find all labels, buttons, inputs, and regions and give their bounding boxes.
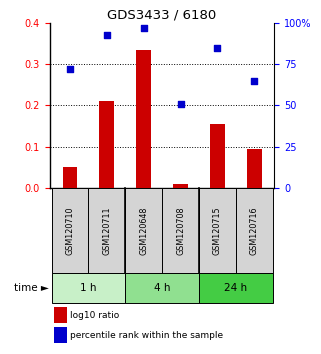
Bar	[125, 188, 162, 273]
Text: GSM120708: GSM120708	[176, 206, 185, 255]
Point	[104, 32, 109, 38]
Text: GSM120648: GSM120648	[139, 206, 148, 255]
Text: time ►: time ►	[14, 283, 49, 293]
Text: GSM120715: GSM120715	[213, 206, 222, 255]
Bar	[247, 149, 262, 188]
Text: log10 ratio: log10 ratio	[70, 311, 119, 320]
Point	[178, 101, 183, 107]
Bar	[210, 124, 225, 188]
Point	[141, 25, 146, 31]
Bar	[199, 273, 273, 303]
Bar	[162, 188, 199, 273]
Text: percentile rank within the sample: percentile rank within the sample	[70, 331, 223, 339]
Bar	[63, 167, 77, 188]
Text: GSM120710: GSM120710	[65, 206, 74, 255]
Bar	[100, 101, 114, 188]
Text: GSM120716: GSM120716	[250, 206, 259, 255]
Text: GSM120711: GSM120711	[102, 206, 111, 255]
Text: 4 h: 4 h	[154, 283, 170, 293]
Bar	[199, 188, 236, 273]
Point	[252, 78, 257, 84]
Point	[215, 45, 220, 51]
Bar	[173, 184, 188, 188]
Text: 24 h: 24 h	[224, 283, 247, 293]
Point	[67, 66, 73, 72]
Bar	[54, 307, 67, 323]
Bar	[236, 188, 273, 273]
Bar	[52, 273, 125, 303]
Title: GDS3433 / 6180: GDS3433 / 6180	[108, 9, 217, 22]
Bar	[88, 188, 125, 273]
Bar	[54, 327, 67, 343]
Bar	[136, 50, 151, 188]
Bar	[125, 273, 199, 303]
Bar	[52, 188, 88, 273]
Text: 1 h: 1 h	[80, 283, 97, 293]
